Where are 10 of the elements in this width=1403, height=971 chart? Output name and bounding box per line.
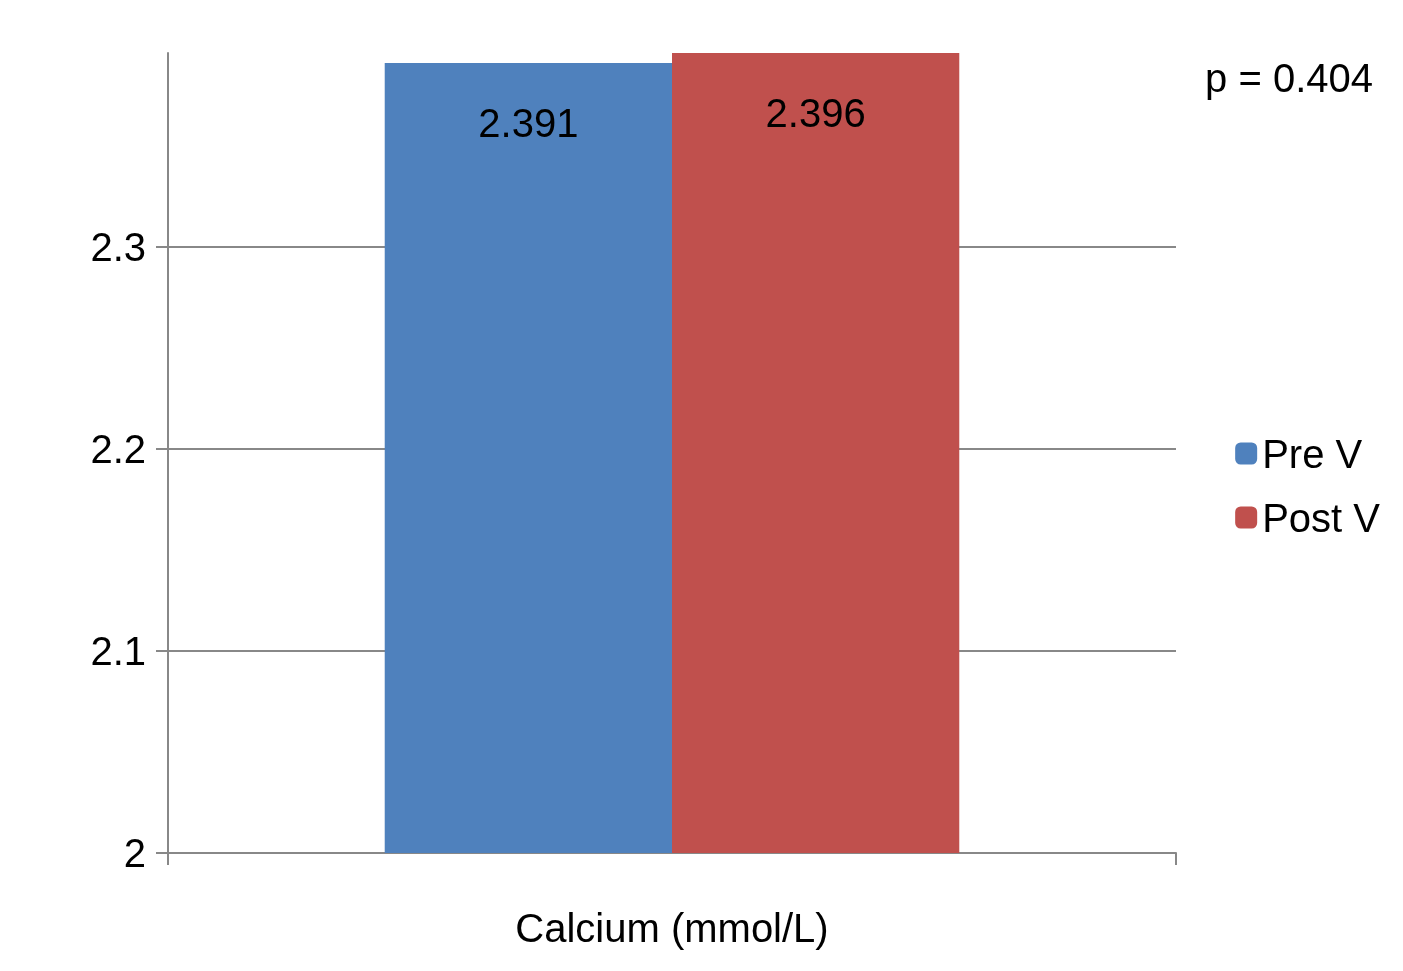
x-axis-title: Calcium (mmol/L) bbox=[515, 906, 829, 950]
data-label: 2.396 bbox=[765, 91, 866, 135]
legend-label: Post V bbox=[1262, 495, 1381, 540]
data-label: 2.391 bbox=[478, 101, 579, 146]
text: p = 0.404 bbox=[1205, 56, 1374, 100]
y-tick-label: 2 bbox=[123, 831, 146, 875]
y-tick-label: 2.3 bbox=[90, 224, 146, 269]
legend-label: Pre V bbox=[1262, 431, 1363, 476]
y-tick-label: 2.2 bbox=[90, 426, 146, 471]
y-tick-label: 2.1 bbox=[90, 628, 146, 673]
